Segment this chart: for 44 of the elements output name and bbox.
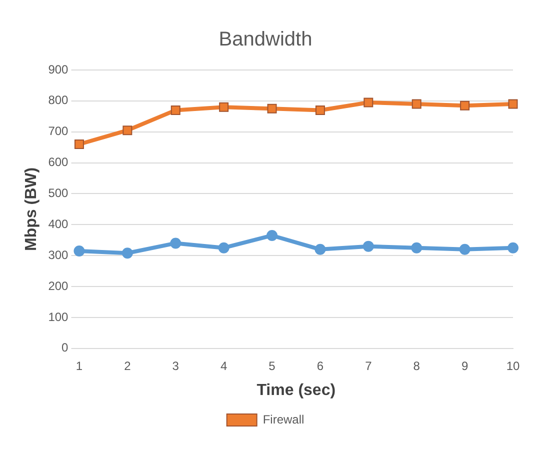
y-tick-label: 100	[48, 310, 69, 324]
y-axis-title: Mbps (BW)	[23, 167, 40, 251]
x-tick-label: 6	[316, 358, 324, 373]
x-tick-label: 10	[506, 358, 520, 373]
chart-title: Bandwidth	[218, 28, 312, 51]
y-tick-label: 900	[48, 62, 69, 76]
point	[508, 242, 518, 254]
y-tick-label: 700	[48, 124, 69, 138]
point	[364, 98, 374, 108]
point	[460, 100, 470, 110]
point	[315, 105, 325, 115]
point	[74, 245, 85, 256]
y-tick-label: 0	[62, 340, 69, 355]
x-tick-label: 1	[76, 358, 83, 373]
y-tick-label: 400	[48, 216, 69, 231]
point	[411, 242, 422, 254]
legend-label: Firewall	[262, 412, 304, 426]
x-tick-label: 5	[268, 358, 276, 373]
point	[314, 244, 326, 255]
point	[170, 105, 180, 115]
point	[412, 99, 422, 109]
point	[122, 126, 132, 136]
x-tick-label: 3	[172, 358, 180, 373]
point	[508, 99, 518, 109]
point	[218, 242, 230, 254]
point	[122, 248, 133, 259]
point	[362, 240, 374, 252]
point	[459, 244, 470, 255]
x-tick-label: 8	[413, 358, 420, 373]
x-tick-label: 7	[365, 358, 372, 373]
point	[219, 102, 229, 112]
x-axis-title: Time (sec)	[256, 382, 336, 399]
y-tick-label: 600	[48, 155, 69, 170]
point	[267, 104, 277, 114]
x-tick-label: 2	[124, 358, 132, 373]
y-tick-label: 300	[48, 248, 69, 262]
y-tick-label: 800	[48, 93, 69, 108]
point	[170, 238, 182, 249]
x-tick-label: 4	[220, 358, 228, 373]
x-tick-label: 9	[461, 358, 468, 373]
point	[266, 230, 278, 241]
y-tick-label: 500	[48, 186, 69, 200]
y-tick-label: 200	[48, 278, 69, 293]
point	[74, 140, 84, 149]
